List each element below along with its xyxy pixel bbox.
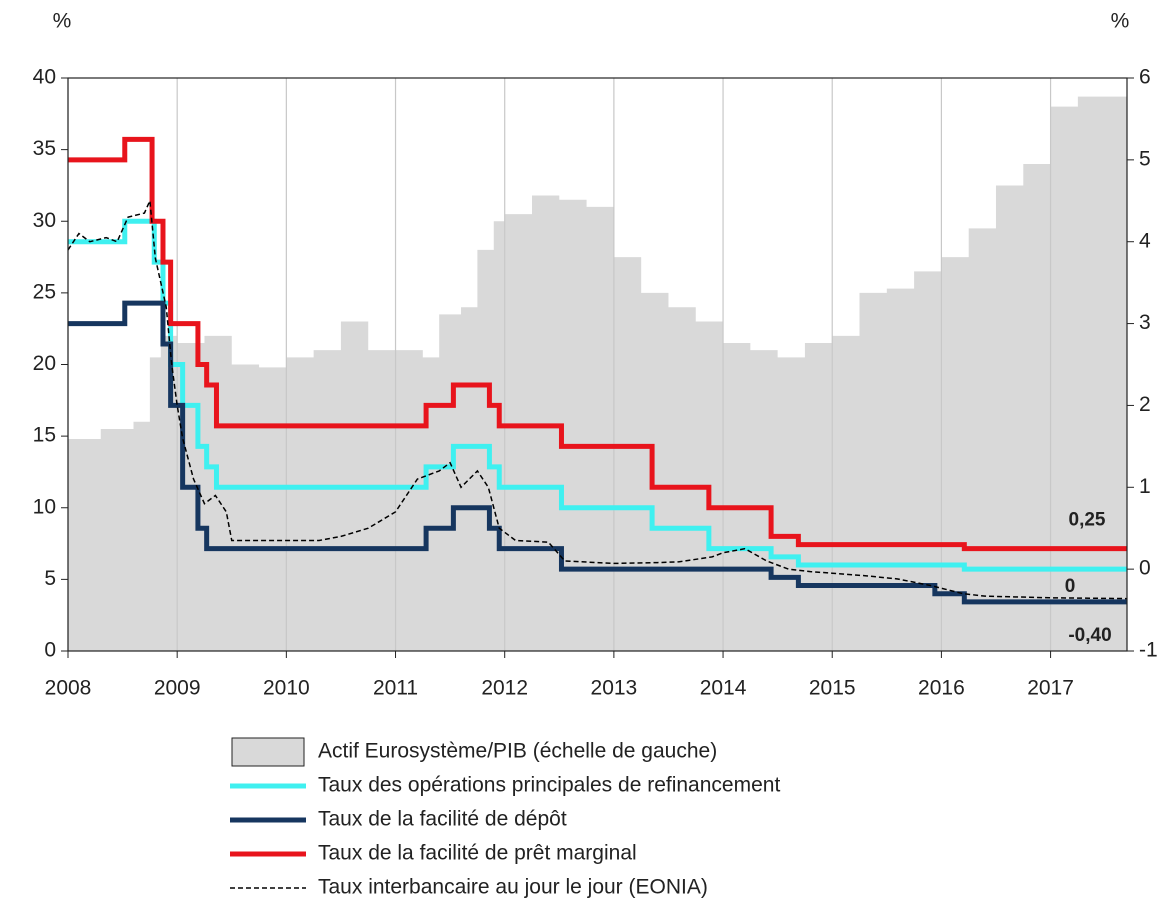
x-tick-label: 2017 <box>1027 677 1074 700</box>
y2-tick-label: 0 <box>1139 557 1151 580</box>
line <box>68 197 1127 600</box>
area <box>68 96 1127 651</box>
x-tick-label: 2010 <box>263 677 310 700</box>
annotation: 0,25 <box>1069 510 1106 531</box>
y2-tick-label: 5 <box>1139 147 1151 170</box>
y2-tick-label: -1 <box>1139 639 1158 662</box>
left-unit: % <box>53 10 72 33</box>
y2-tick-label: 6 <box>1139 66 1151 89</box>
legend-swatch <box>231 737 305 767</box>
legend-label: Taux des opérations principales de refin… <box>318 774 780 797</box>
y-tick-label: 0 <box>44 639 56 662</box>
right-unit: % <box>1111 10 1130 33</box>
y2-tick-label: 1 <box>1139 475 1151 498</box>
y2-tick-label: 4 <box>1139 229 1151 252</box>
legend-label: Taux de la facilité de dépôt <box>318 808 567 831</box>
x-tick-label: 2015 <box>809 677 856 700</box>
x-tick-label: 2016 <box>918 677 965 700</box>
y-tick-label: 35 <box>33 137 56 160</box>
y2-tick-label: 2 <box>1139 393 1151 416</box>
line <box>68 136 1127 552</box>
x-tick-label: 2011 <box>373 677 418 700</box>
x-tick-label: 2012 <box>481 677 528 700</box>
x-tick-label: 2008 <box>45 677 92 700</box>
x-tick-label: 2009 <box>154 677 201 700</box>
y2-tick-label: 3 <box>1139 311 1151 334</box>
y-tick-label: 30 <box>33 209 56 232</box>
y-tick-label: 15 <box>33 424 56 447</box>
y-tick-label: 40 <box>33 66 56 89</box>
y-tick-label: 25 <box>33 280 56 303</box>
line <box>68 300 1127 605</box>
legend-label: Taux interbancaire au jour le jour (EONI… <box>318 876 708 899</box>
x-tick-label: 2014 <box>700 677 747 700</box>
y-tick-label: 5 <box>44 567 56 590</box>
x-tick-label: 2013 <box>591 677 638 700</box>
y-tick-label: 10 <box>33 495 56 518</box>
annotation: 0 <box>1065 576 1076 597</box>
y-tick-label: 20 <box>33 352 56 375</box>
annotation: -0,40 <box>1068 625 1111 646</box>
legend-label: Actif Eurosystème/PIB (échelle de gauche… <box>318 740 717 763</box>
legend-label: Taux de la facilité de prêt marginal <box>318 842 637 865</box>
legend: Actif Eurosystème/PIB (échelle de gauche… <box>230 737 780 899</box>
